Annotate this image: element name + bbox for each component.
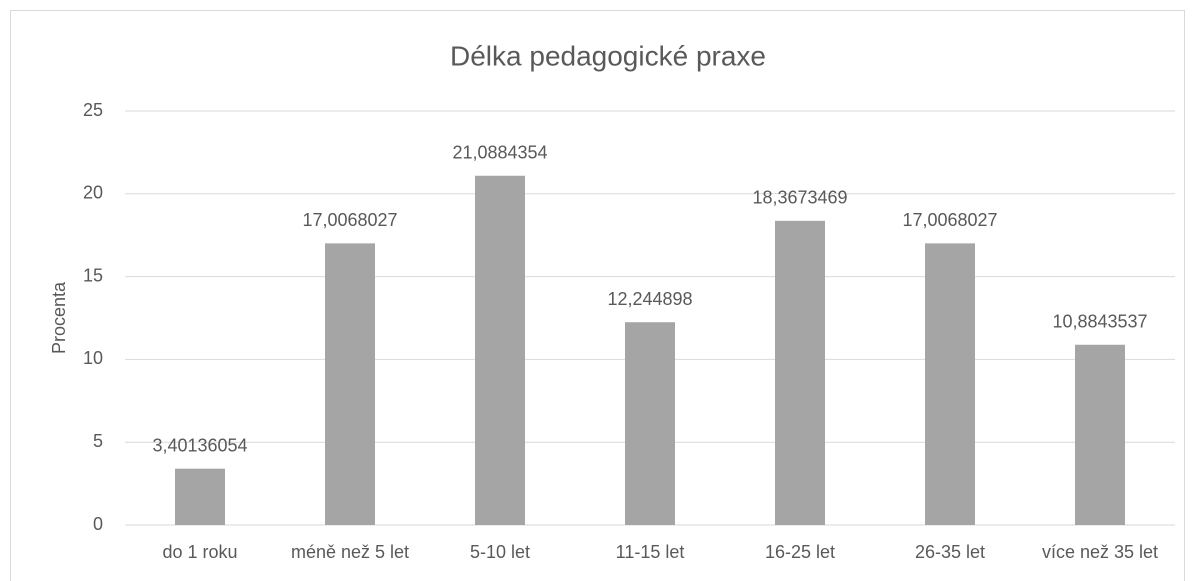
y-tick-label: 0 [93, 514, 103, 534]
y-tick-label: 20 [83, 183, 103, 203]
data-label: 17,0068027 [902, 210, 997, 230]
bar [1075, 344, 1125, 525]
x-tick-label: více než 35 let [1042, 542, 1158, 562]
y-tick-label: 10 [83, 348, 103, 368]
x-tick-label: 11-15 let [616, 542, 685, 562]
bar [775, 220, 825, 525]
bar [925, 243, 975, 525]
bar [475, 175, 525, 525]
data-label: 12,244898 [607, 289, 692, 309]
data-label: 18,3673469 [752, 188, 847, 208]
chart-title: Délka pedagogické praxe [450, 40, 766, 71]
x-tick-label: 26-35 let [915, 542, 985, 562]
data-label: 17,0068027 [302, 210, 397, 230]
x-tick-label: méně než 5 let [291, 542, 409, 562]
x-tick-label: 16-25 let [765, 542, 835, 562]
x-tick-label: do 1 roku [162, 542, 237, 562]
data-label: 10,8843537 [1052, 312, 1147, 332]
y-tick-label: 25 [83, 100, 103, 120]
y-tick-label: 15 [83, 265, 103, 285]
y-tick-label: 5 [93, 431, 103, 451]
y-axis-label: Procenta [49, 281, 69, 354]
bar [325, 243, 375, 525]
data-label: 3,40136054 [152, 435, 247, 455]
bar [175, 468, 225, 525]
x-tick-label: 5-10 let [470, 542, 530, 562]
data-label: 21,0884354 [452, 143, 547, 163]
bar [625, 322, 675, 525]
